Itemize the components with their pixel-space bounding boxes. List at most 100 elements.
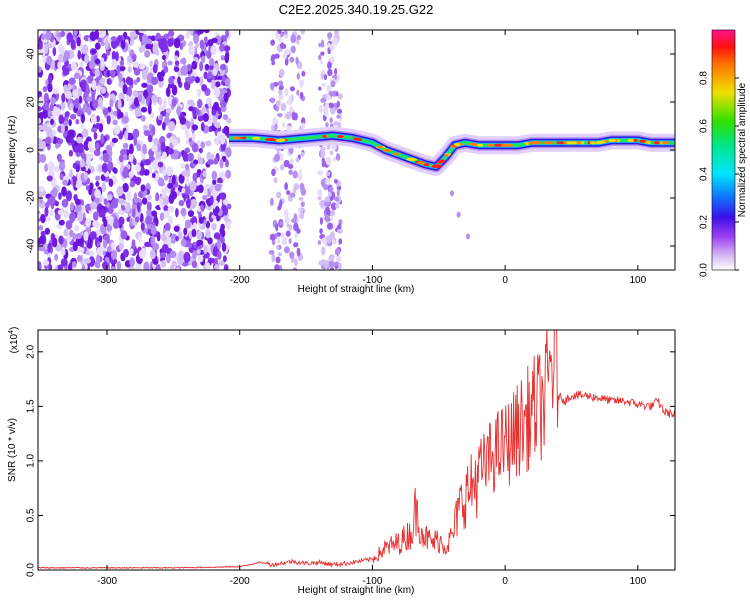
- noise-blob: [70, 39, 76, 50]
- noise-blob: [318, 104, 323, 114]
- noise-blob: [186, 63, 192, 72]
- noise-blob: [284, 48, 291, 56]
- noise-blob: [166, 37, 174, 47]
- track-hotspot: [233, 136, 241, 140]
- noise-blob: [223, 45, 231, 52]
- noise-blob: [80, 247, 85, 253]
- noise-blob: [219, 192, 227, 200]
- colorbar-tick-label: 0.4: [699, 167, 710, 181]
- noise-blob: [94, 189, 101, 199]
- snr-scale-close: ): [9, 327, 20, 330]
- track-hotspot: [589, 141, 596, 145]
- noise-blob: [185, 198, 191, 209]
- noise-blob: [63, 120, 69, 126]
- noise-blob: [108, 206, 113, 215]
- noise-blob: [84, 54, 90, 64]
- noise-blob: [91, 79, 97, 91]
- noise-blob: [177, 231, 183, 240]
- noise-blob: [183, 251, 191, 263]
- noise-blob: [158, 96, 163, 106]
- noise-blob: [180, 163, 186, 169]
- noise-blob: [145, 38, 153, 45]
- noise-blob: [181, 57, 187, 66]
- noise-blob: [75, 237, 83, 247]
- noise-blob: [226, 117, 232, 124]
- noise-blob: [192, 250, 197, 260]
- noise-blob: [52, 237, 58, 248]
- noise-blob: [183, 227, 188, 236]
- noise-blob: [331, 143, 337, 151]
- noise-blob: [101, 181, 107, 193]
- noise-blob: [184, 163, 190, 171]
- noise-blob: [111, 137, 118, 143]
- noise-blob: [104, 175, 110, 183]
- noise-blob: [86, 107, 92, 116]
- track-hotspot: [447, 150, 452, 154]
- noise-blob: [213, 86, 221, 98]
- noise-blob: [321, 157, 325, 163]
- noise-blob: [333, 178, 338, 184]
- noise-blob: [97, 37, 103, 43]
- noise-blob: [80, 166, 86, 172]
- noise-blob: [278, 88, 283, 96]
- noise-blob: [184, 219, 192, 229]
- noise-blob: [113, 126, 121, 135]
- noise-blob: [271, 253, 276, 263]
- noise-blob: [73, 72, 81, 80]
- noise-blob: [118, 111, 124, 119]
- snr-scale-base: (x10: [9, 333, 20, 353]
- noise-blob: [165, 87, 171, 98]
- noise-blob: [112, 167, 118, 174]
- noise-blob: [190, 75, 196, 82]
- noise-blob: [110, 266, 116, 270]
- noise-blob: [199, 61, 204, 72]
- noise-blob: [203, 36, 208, 43]
- noise-blob: [54, 166, 60, 173]
- noise-blob: [112, 119, 118, 126]
- noise-blob: [277, 205, 282, 211]
- noise-blob: [301, 70, 306, 77]
- noise-blob: [283, 209, 289, 218]
- noise-blob: [140, 222, 145, 231]
- noise-blob: [301, 117, 306, 125]
- noise-blob: [216, 177, 223, 184]
- noise-blob: [79, 158, 85, 168]
- noise-blob: [90, 127, 98, 133]
- snr-frame: [37, 329, 676, 571]
- noise-blob: [133, 68, 141, 76]
- noise-blob: [329, 150, 334, 155]
- noise-blob: [334, 30, 339, 37]
- noise-blob: [145, 215, 153, 225]
- noise-blob: [38, 224, 44, 231]
- noise-blob: [318, 86, 322, 91]
- noise-blob: [217, 95, 224, 102]
- noise-blob: [211, 170, 218, 181]
- noise-blob: [118, 240, 124, 251]
- noise-blob: [51, 187, 58, 198]
- noise-blob: [91, 91, 96, 101]
- noise-blob: [207, 39, 214, 47]
- noise-blob: [333, 261, 340, 267]
- noise-blob: [289, 158, 294, 165]
- noise-blob: [89, 182, 94, 191]
- noise-blob: [124, 130, 129, 141]
- noise-blob: [99, 155, 104, 161]
- noise-blob: [116, 185, 124, 197]
- noise-blob: [69, 169, 73, 178]
- noise-blob: [38, 111, 46, 119]
- x-tick-label: -300: [97, 576, 117, 587]
- noise-blob: [102, 152, 110, 163]
- noise-blob: [46, 175, 53, 182]
- noise-blob: [280, 43, 287, 50]
- noise-blob: [281, 122, 286, 128]
- noise-blob: [57, 61, 62, 69]
- track-hotspot: [290, 137, 296, 141]
- noise-blob: [98, 235, 103, 244]
- noise-blob: [171, 174, 176, 185]
- y-tick-label: 0: [26, 147, 37, 153]
- noise-blob: [95, 180, 100, 187]
- noise-blob: [179, 42, 184, 51]
- noise-blob: [89, 231, 97, 240]
- noise-blob: [96, 115, 100, 123]
